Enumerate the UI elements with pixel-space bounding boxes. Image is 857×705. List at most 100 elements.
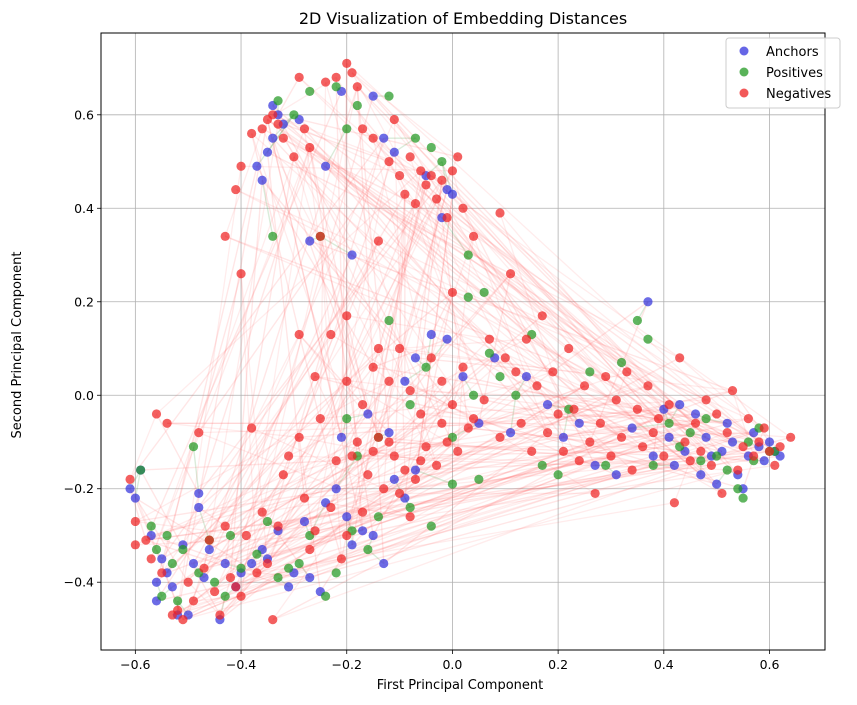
negative-pair-line	[473, 413, 717, 420]
negative-pair-line	[399, 347, 606, 378]
negative-pair-line	[319, 236, 364, 405]
anchor-negative-line	[652, 418, 660, 457]
positive-point	[468, 390, 479, 400]
negative-pair-line	[261, 128, 438, 466]
negative-point	[315, 231, 325, 241]
positive-point	[405, 400, 415, 410]
negative-point	[463, 423, 473, 433]
negative-point	[447, 166, 458, 176]
anchor-point	[384, 428, 394, 438]
negative-point	[384, 437, 394, 447]
anchor-negative-line	[468, 427, 686, 453]
anchor-negative-line	[399, 175, 781, 457]
positive-point	[342, 124, 352, 134]
negative-point	[236, 161, 246, 171]
anchor-positive-line	[134, 469, 142, 499]
anchor-point	[590, 460, 600, 470]
negative-point	[564, 343, 574, 354]
anchor-positive-line	[509, 395, 517, 433]
negative-pair-line	[187, 198, 438, 583]
anchor-negative-line	[155, 413, 200, 494]
anchor-negative-line	[346, 315, 364, 531]
positive-point	[685, 428, 695, 438]
negative-pair-line	[394, 446, 427, 457]
anchor-negative-line	[325, 165, 517, 373]
positive-point	[157, 591, 167, 601]
negative-pair-line	[261, 86, 358, 513]
negative-pair-line	[335, 380, 390, 462]
anchor-negative-line	[219, 441, 448, 621]
negative-point	[299, 493, 310, 503]
anchor-point	[410, 465, 421, 475]
legend-marker-positives	[739, 67, 749, 77]
anchor-negative-line	[145, 539, 289, 588]
anchor-negative-line	[261, 179, 453, 406]
negative-pair-line	[161, 315, 348, 574]
anchor-point	[712, 479, 722, 489]
anchor-negative-line	[156, 558, 342, 602]
anchor-negative-line	[155, 436, 300, 583]
anchor-negative-line	[267, 460, 580, 560]
positive-point	[252, 549, 262, 559]
negative-point	[775, 442, 785, 452]
legend-box	[725, 37, 841, 109]
negative-pair-line	[319, 236, 343, 559]
negative-point	[431, 460, 442, 470]
anchor-point	[690, 409, 701, 419]
anchor-negative-line	[272, 105, 459, 452]
negative-point	[389, 114, 399, 125]
negative-point	[786, 432, 796, 442]
negative-pair-line	[187, 581, 221, 616]
negative-point	[516, 418, 526, 428]
anchor-positive-line	[198, 507, 211, 541]
negative-point	[733, 465, 743, 475]
negative-pair-line	[510, 273, 680, 359]
negative-pair-line	[452, 291, 644, 448]
anchor-negative-line	[393, 194, 406, 480]
anchor-negative-line	[298, 437, 322, 592]
positive-point	[268, 231, 278, 241]
anchor-negative-line	[266, 175, 427, 564]
positive-point	[585, 367, 595, 377]
anchor-point	[247, 558, 257, 569]
anchor-point	[669, 460, 679, 470]
positive-point	[484, 348, 495, 358]
positive-point	[210, 577, 220, 587]
negative-point	[447, 400, 458, 410]
negative-pair-line	[172, 455, 612, 616]
negative-point	[130, 540, 140, 550]
positive-point	[284, 563, 294, 573]
anchor-point	[347, 250, 357, 260]
anchor-point	[194, 488, 204, 499]
anchor-point	[542, 400, 553, 410]
negative-point	[352, 437, 362, 447]
anchor-negative-line	[172, 455, 749, 616]
anchor-negative-line	[404, 380, 474, 420]
anchor-negative-line	[446, 338, 691, 462]
anchor-negative-line	[229, 180, 263, 578]
negative-point	[342, 58, 352, 68]
negative-pair-line	[468, 427, 590, 443]
positive-point	[601, 460, 611, 470]
negative-pair-line	[330, 333, 596, 494]
positive-point	[167, 558, 177, 569]
negative-point	[500, 353, 510, 363]
negative-pair-line	[600, 403, 670, 424]
negative-point	[553, 409, 563, 419]
negative-pair-line	[378, 240, 707, 401]
negative-point	[199, 563, 209, 573]
anchor-negative-line	[351, 72, 707, 438]
positive-point	[632, 315, 642, 326]
anchor-negative-line	[193, 417, 749, 565]
positive-point	[426, 142, 436, 153]
anchor-negative-line	[420, 413, 696, 462]
negative-point	[484, 334, 495, 344]
anchor-negative-line	[198, 291, 453, 508]
anchor-negative-line	[140, 459, 337, 471]
plot-area-frame	[100, 32, 826, 651]
negative-point	[178, 615, 188, 625]
x-tick-label: 0.6	[760, 657, 780, 672]
anchor-point	[204, 544, 214, 555]
negative-pair-line	[193, 595, 242, 602]
anchor-negative-line	[356, 86, 385, 564]
